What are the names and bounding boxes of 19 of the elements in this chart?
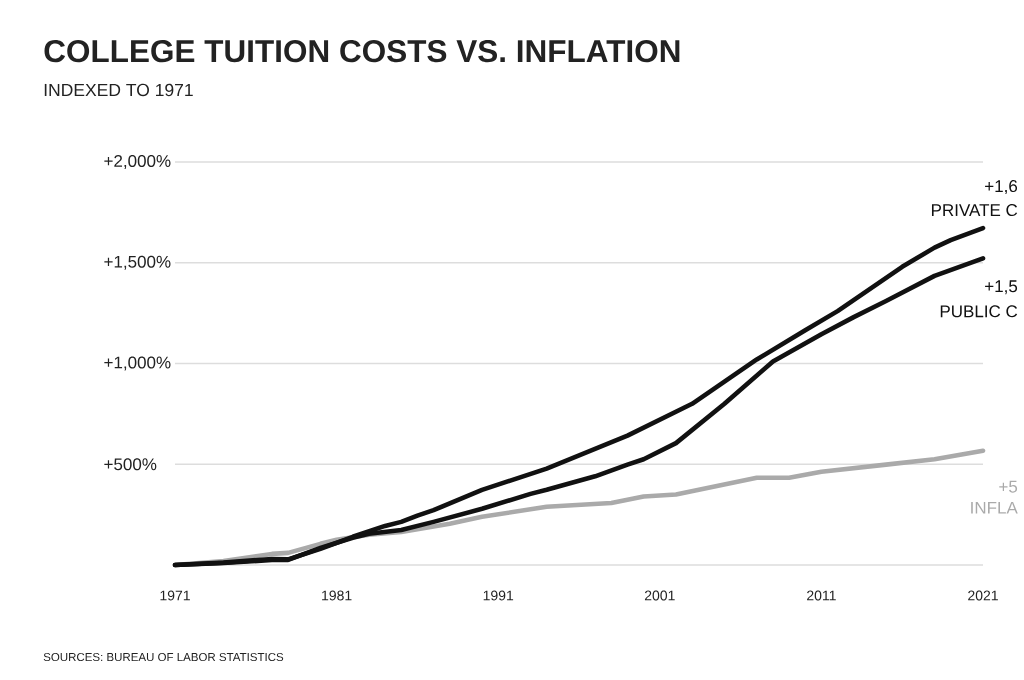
text: INFLA <box>971 501 1018 514</box>
x-tick-label: 1971 <box>160 590 190 601</box>
x-tick-label: 1981 <box>322 590 352 601</box>
y-tick-label: +2,000% <box>104 154 171 170</box>
source-note: SOURCES: BUREAU OF LABOR STATISTICS <box>43 652 284 662</box>
chart-subtitle: INDEXED TO 1971 <box>44 83 193 97</box>
series-label: PUBLIC C <box>940 305 1018 318</box>
x-tick-label: 2021 <box>968 590 998 601</box>
series-label: PRIVATE C <box>931 204 1018 217</box>
y-tick-label: +1,500% <box>104 255 171 270</box>
text: +1,5 <box>985 280 1018 295</box>
y-tick-label: +1,000% <box>104 356 171 371</box>
x-tick-label: 2001 <box>644 590 675 601</box>
x-tick-label: 2011 <box>807 590 836 601</box>
chart-title: COLLEGE TUITION COSTS VS. INFLATION <box>44 39 680 63</box>
text: +1,6 <box>985 180 1018 195</box>
y-tick-label: +500% <box>104 458 157 471</box>
text: +5 <box>999 480 1018 493</box>
x-tick-label: 1991 <box>483 590 514 601</box>
